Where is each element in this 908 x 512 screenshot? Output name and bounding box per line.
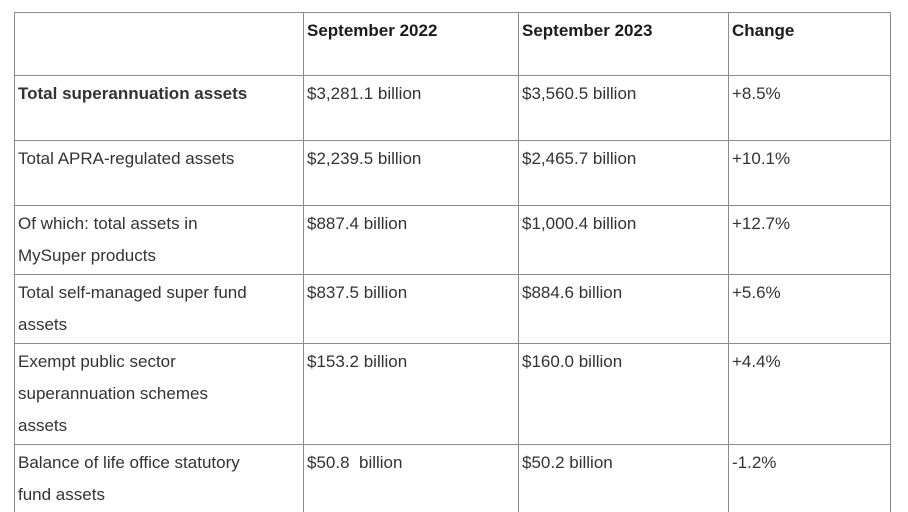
- value-2023: $2,465.7 billion: [518, 140, 729, 206]
- row-label-mysuper-products: Of which: total assets in MySuper produc…: [14, 205, 304, 275]
- table-row: Exempt public sector superannuation sche…: [14, 343, 891, 445]
- value-2022: $50.8 billion: [303, 444, 519, 512]
- table-row: Of which: total assets in MySuper produc…: [14, 205, 891, 275]
- value-change: +4.4%: [728, 343, 891, 445]
- value-2022: $153.2 billion: [303, 343, 519, 445]
- value-2023: $160.0 billion: [518, 343, 729, 445]
- header-cell-change: Change: [728, 12, 891, 76]
- superannuation-assets-table: September 2022 September 2023 Change Tot…: [14, 12, 891, 512]
- header-cell-september-2022: September 2022: [303, 12, 519, 76]
- value-change: +5.6%: [728, 274, 891, 344]
- value-2022: $2,239.5 billion: [303, 140, 519, 206]
- value-2023: $884.6 billion: [518, 274, 729, 344]
- value-2022: $3,281.1 billion: [303, 75, 519, 141]
- value-change: +12.7%: [728, 205, 891, 275]
- value-change: +8.5%: [728, 75, 891, 141]
- header-cell-september-2023: September 2023: [518, 12, 729, 76]
- value-2022: $837.5 billion: [303, 274, 519, 344]
- row-label-life-office-statutory-fund: Balance of life office statutory fund as…: [14, 444, 304, 512]
- row-label-apra-regulated-assets: Total APRA-regulated assets: [14, 140, 304, 206]
- value-2023: $1,000.4 billion: [518, 205, 729, 275]
- table-row: Balance of life office statutory fund as…: [14, 444, 891, 512]
- value-2023: $3,560.5 billion: [518, 75, 729, 141]
- table-row: Total superannuation assets $3,281.1 bil…: [14, 75, 891, 141]
- value-change: +10.1%: [728, 140, 891, 206]
- table-row: Total APRA-regulated assets $2,239.5 bil…: [14, 140, 891, 206]
- header-cell-empty: [14, 12, 304, 76]
- row-label-total-superannuation-assets: Total superannuation assets: [14, 75, 304, 141]
- value-2022: $887.4 billion: [303, 205, 519, 275]
- row-label-exempt-public-sector: Exempt public sector superannuation sche…: [14, 343, 304, 445]
- row-label-self-managed-super-fund: Total self-managed super fund assets: [14, 274, 304, 344]
- value-change: -1.2%: [728, 444, 891, 512]
- value-2023: $50.2 billion: [518, 444, 729, 512]
- table-header-row: September 2022 September 2023 Change: [14, 12, 891, 76]
- table-row: Total self-managed super fund assets $83…: [14, 274, 891, 344]
